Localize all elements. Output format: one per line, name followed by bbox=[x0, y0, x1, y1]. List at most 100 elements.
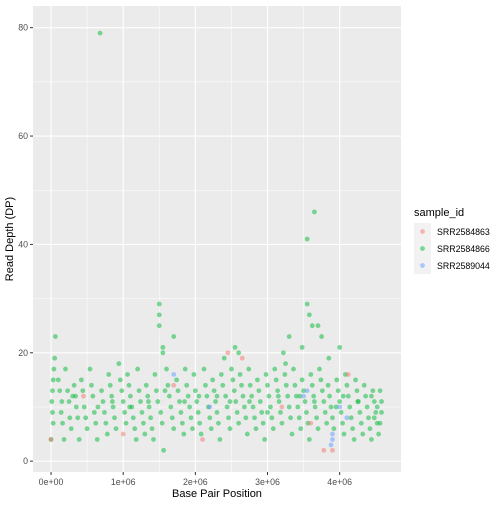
legend-key-label: SRR2584863 bbox=[437, 227, 490, 237]
data-point bbox=[156, 312, 162, 318]
data-point bbox=[265, 409, 270, 415]
data-point bbox=[197, 420, 203, 426]
data-point bbox=[364, 404, 370, 410]
legend-key-point bbox=[420, 263, 425, 268]
x-axis-title: Base Pair Position bbox=[172, 488, 262, 500]
data-point bbox=[117, 377, 123, 383]
data-point bbox=[327, 393, 332, 399]
data-point bbox=[130, 415, 136, 421]
data-point bbox=[146, 404, 152, 410]
data-point bbox=[218, 372, 224, 377]
data-point bbox=[275, 388, 281, 394]
data-point bbox=[279, 404, 285, 410]
data-point bbox=[302, 399, 308, 404]
data-point bbox=[333, 404, 339, 410]
data-point bbox=[280, 350, 286, 356]
data-point bbox=[350, 426, 356, 432]
data-point bbox=[262, 437, 268, 442]
data-point bbox=[55, 377, 61, 383]
data-point bbox=[67, 415, 73, 421]
data-point bbox=[120, 399, 126, 404]
data-point bbox=[233, 399, 239, 404]
data-point bbox=[146, 399, 151, 404]
data-point bbox=[207, 415, 213, 421]
data-point bbox=[312, 404, 318, 410]
data-point bbox=[152, 372, 158, 377]
data-point bbox=[360, 431, 366, 437]
data-point bbox=[344, 415, 350, 421]
data-point bbox=[309, 382, 315, 388]
data-point bbox=[236, 350, 242, 356]
data-point bbox=[200, 437, 205, 442]
data-point bbox=[160, 350, 166, 356]
data-point bbox=[148, 415, 154, 421]
data-point bbox=[330, 431, 335, 437]
data-point bbox=[269, 415, 275, 421]
data-point bbox=[361, 382, 367, 388]
data-point bbox=[214, 393, 220, 399]
major-gridlines bbox=[33, 6, 401, 472]
data-point bbox=[369, 393, 374, 399]
data-point bbox=[337, 344, 343, 350]
data-point bbox=[50, 409, 55, 415]
data-point bbox=[306, 312, 312, 318]
data-point bbox=[198, 431, 204, 437]
data-point bbox=[204, 393, 210, 399]
data-point bbox=[226, 415, 231, 421]
data-point bbox=[95, 404, 101, 410]
data-point bbox=[227, 399, 233, 404]
data-point bbox=[331, 426, 337, 432]
data-point bbox=[181, 431, 187, 437]
data-point bbox=[135, 366, 141, 372]
data-point bbox=[143, 382, 149, 388]
data-point bbox=[51, 366, 57, 372]
y-tick-label: 80 bbox=[18, 23, 28, 33]
data-point bbox=[334, 377, 340, 383]
data-point bbox=[190, 426, 195, 432]
data-point bbox=[252, 415, 257, 421]
data-point bbox=[304, 409, 309, 415]
data-point bbox=[87, 366, 93, 372]
data-point bbox=[78, 377, 84, 383]
data-point bbox=[182, 366, 188, 372]
data-point bbox=[291, 366, 296, 372]
data-point bbox=[194, 399, 200, 404]
data-point bbox=[166, 393, 172, 399]
data-point bbox=[177, 399, 182, 404]
data-point bbox=[297, 393, 303, 399]
data-point bbox=[81, 393, 86, 399]
data-point bbox=[75, 415, 81, 421]
y-tick-label: 40 bbox=[18, 239, 28, 249]
data-point bbox=[283, 361, 288, 367]
data-point bbox=[295, 404, 301, 410]
data-point bbox=[260, 420, 266, 426]
data-point bbox=[80, 388, 86, 394]
data-point bbox=[162, 388, 168, 394]
data-point bbox=[179, 420, 185, 426]
data-point bbox=[188, 415, 194, 421]
data-point bbox=[184, 382, 190, 388]
data-point bbox=[335, 388, 341, 394]
data-point bbox=[203, 382, 208, 388]
data-point bbox=[191, 372, 197, 377]
data-point bbox=[337, 404, 343, 410]
legend: sample_id SRR2584863 SRR2584866 SRR2589044 bbox=[414, 207, 490, 274]
data-point bbox=[275, 393, 281, 399]
data-point bbox=[93, 420, 99, 426]
data-point bbox=[267, 404, 273, 410]
data-point bbox=[374, 404, 380, 410]
data-point bbox=[164, 366, 169, 372]
data-point bbox=[66, 399, 72, 404]
data-point bbox=[348, 415, 354, 421]
data-point bbox=[192, 388, 198, 394]
x-tick-label: 2e+06 bbox=[183, 477, 208, 487]
data-point bbox=[363, 393, 369, 399]
x-tick-label: 4e+06 bbox=[327, 477, 352, 487]
data-point bbox=[306, 437, 312, 442]
data-point bbox=[97, 30, 103, 36]
data-point bbox=[155, 399, 161, 404]
data-point bbox=[279, 420, 285, 426]
data-point bbox=[214, 409, 220, 415]
data-point bbox=[119, 388, 125, 394]
